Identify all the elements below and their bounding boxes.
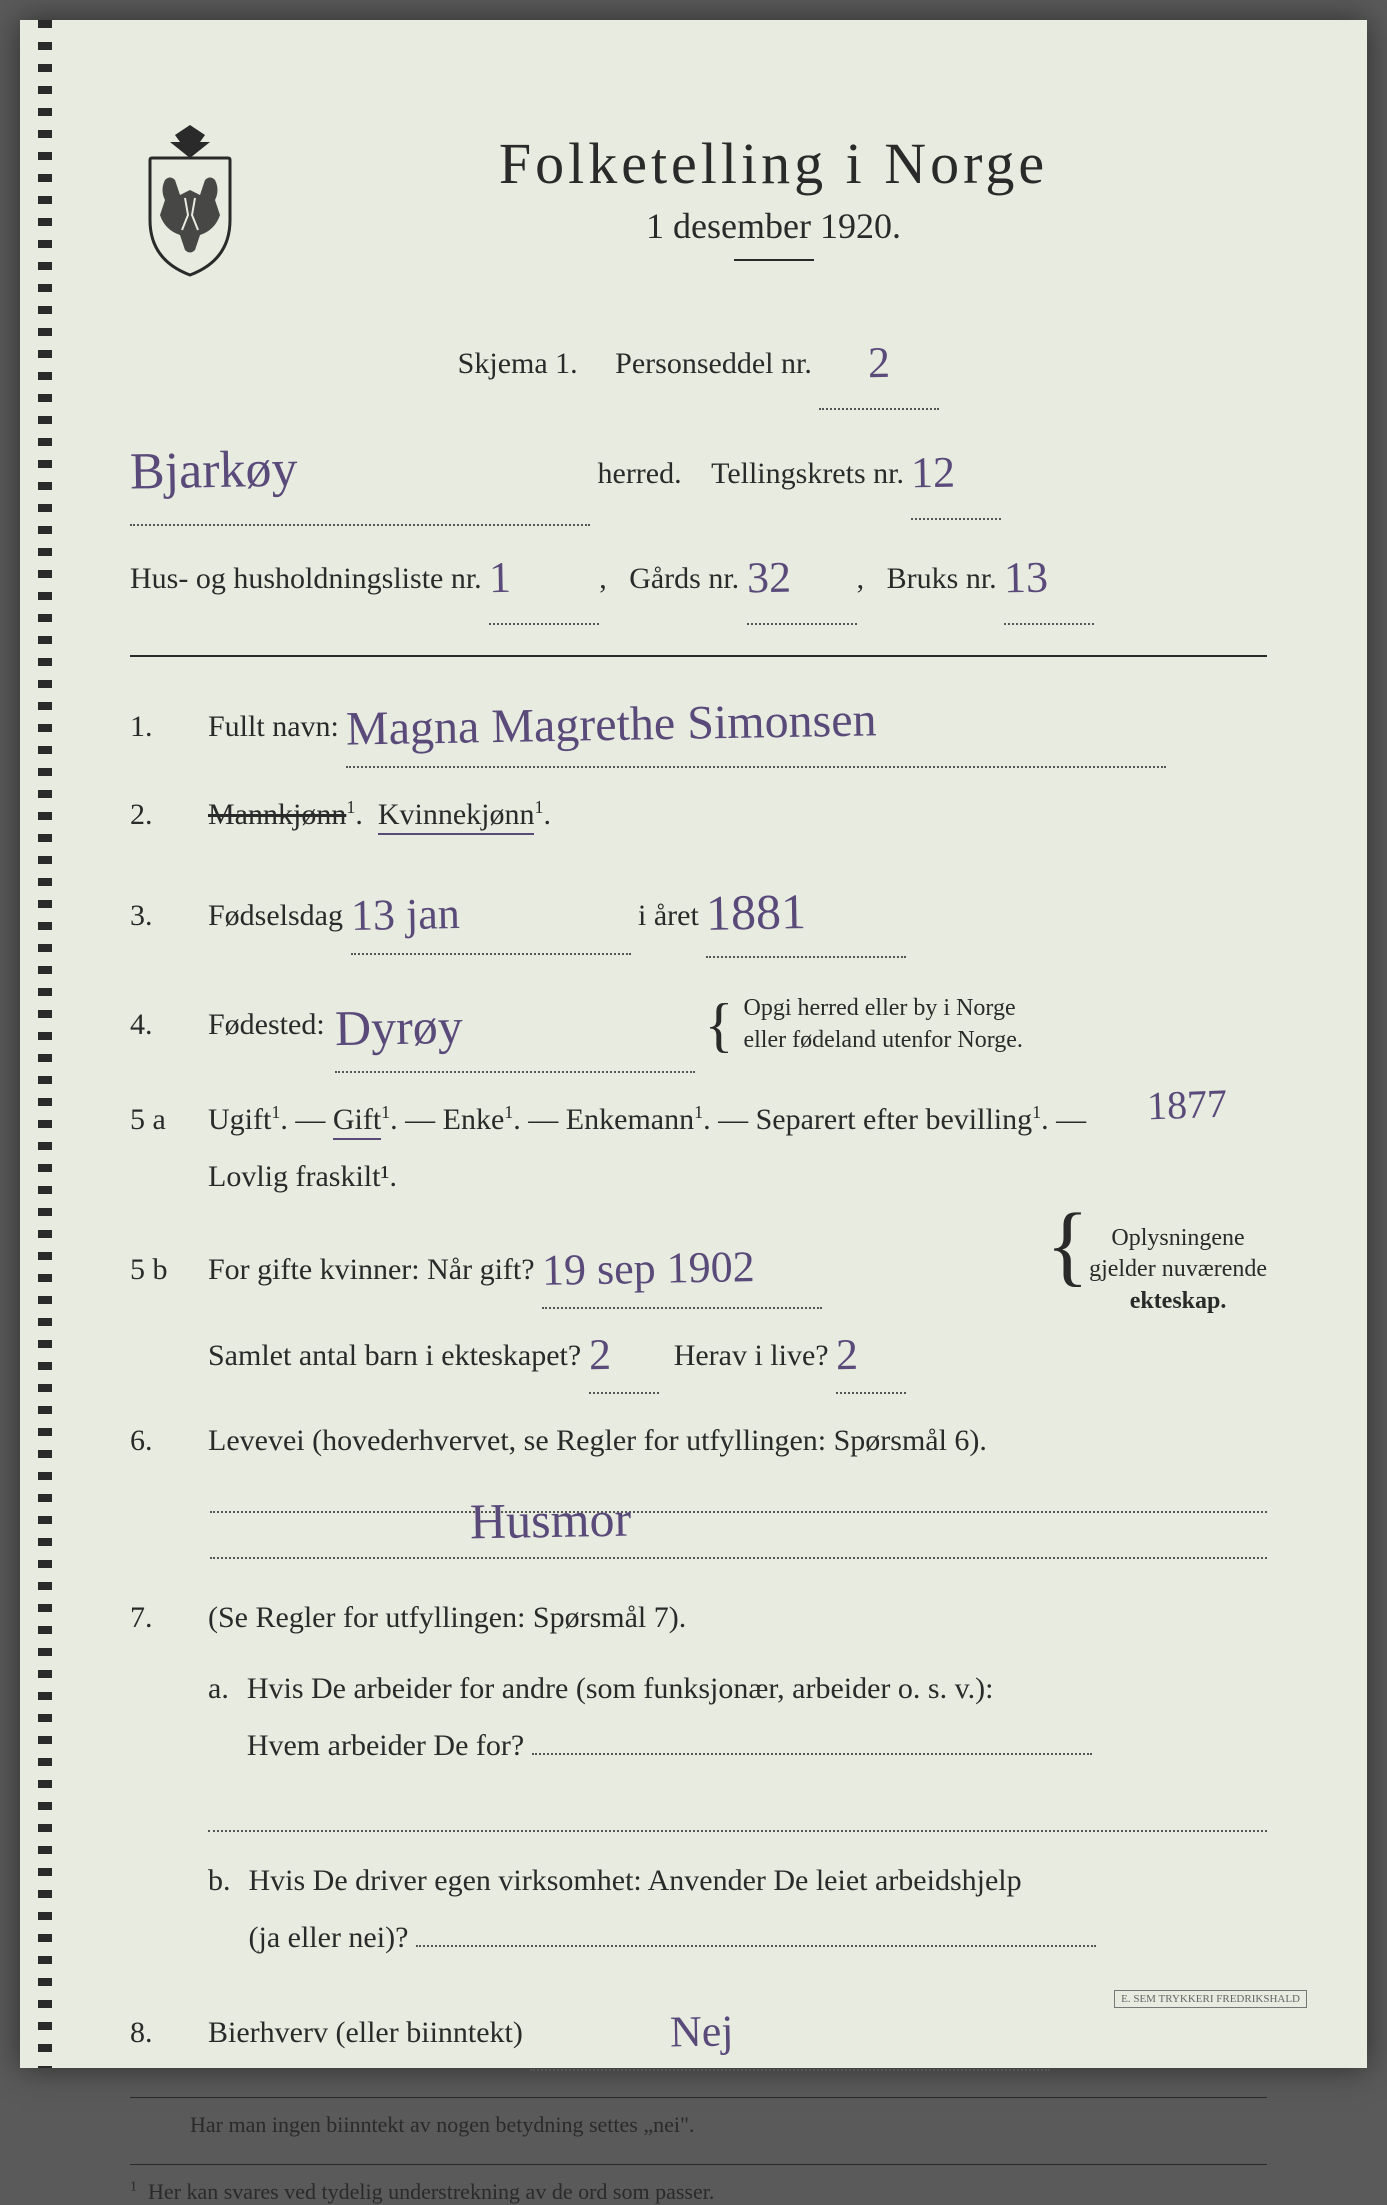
- q5b-label3: Herav i live?: [674, 1339, 829, 1372]
- q1-num: 1.: [130, 710, 190, 744]
- q2-mann: Mannkjønn: [208, 798, 346, 831]
- q1-value: Magna Magrethe Simonsen: [346, 674, 878, 774]
- coat-of-arms-icon: [130, 120, 250, 280]
- q3-label: Fødselsdag: [208, 899, 343, 932]
- q5b-val2: 2: [588, 1313, 611, 1397]
- husliste-label: Hus- og husholdningsliste nr.: [130, 562, 482, 595]
- q3-num: 3.: [130, 899, 190, 933]
- q6-num: 6.: [130, 1424, 190, 1458]
- subtitle: 1 desember 1920.: [280, 205, 1267, 247]
- rule-1: [130, 2097, 1267, 2098]
- q5b: 5 b For gifte kvinner: Når gift? 19 sep …: [130, 1223, 1267, 1394]
- personseddel-label: Personseddel nr.: [615, 347, 812, 380]
- herred-value: Bjarkøy: [129, 412, 299, 529]
- q4: 4. Fødested: Dyrøy { Opgi herred eller b…: [130, 976, 1267, 1073]
- footnote-1: Har man ingen biinntekt av nogen betydni…: [190, 2112, 1267, 2138]
- q4-label: Fødested:: [208, 996, 325, 1053]
- q2: 2. Mannkjønn1. Kvinnekjønn1.: [130, 786, 1267, 843]
- tellingskrets-value: 12: [911, 424, 957, 522]
- title-block: Folketelling i Norge 1 desember 1920.: [280, 120, 1267, 291]
- q4-value: Dyrøy: [334, 979, 463, 1076]
- q5b-label2: Samlet antal barn i ekteskapet?: [208, 1339, 581, 1372]
- q8-label: Bierhverv (eller biinntekt): [208, 2016, 523, 2049]
- q3-year: 1881: [705, 864, 807, 961]
- footnote-2: 1 Her kan svares ved tydelig understrekn…: [130, 2179, 1267, 2205]
- bruks-value: 13: [1003, 530, 1049, 628]
- q6-line1: Husmor: [210, 1487, 1267, 1513]
- q5a-num: 5 a: [130, 1103, 190, 1137]
- herred-line: Bjarkøy herred. Tellingskrets nr. 12: [130, 410, 1267, 526]
- q4-note: Opgi herred eller by i Norge eller fødel…: [743, 993, 1022, 1055]
- q3-mid: i året: [638, 899, 699, 932]
- census-form-page: Folketelling i Norge 1 desember 1920. Sk…: [20, 20, 1367, 2068]
- q4-num: 4.: [130, 1008, 190, 1042]
- q7b-label: b.: [208, 1852, 231, 1966]
- skjema-line: Skjema 1. Personseddel nr. 2: [130, 311, 1267, 410]
- main-title: Folketelling i Norge: [280, 130, 1267, 197]
- husliste-value: 1: [488, 530, 512, 627]
- questions-section: 1. Fullt navn: Magna Magrethe Simonsen 2…: [130, 655, 1267, 2205]
- tellingskrets-label: Tellingskrets nr.: [711, 457, 904, 490]
- q8-value: Nej: [670, 1989, 735, 2074]
- q1-label: Fullt navn:: [208, 710, 339, 743]
- q5b-val1: 19 sep 1902: [541, 1225, 755, 1312]
- q5a-extra-year: 1877: [1146, 1080, 1228, 1130]
- herred-label: herred.: [598, 457, 682, 490]
- brace-icon: {: [705, 1010, 734, 1040]
- personseddel-value: 2: [867, 315, 891, 412]
- q8-num: 8.: [130, 2016, 190, 2050]
- q5b-label1: For gifte kvinner: Når gift?: [208, 1253, 535, 1286]
- rule-2: [130, 2164, 1267, 2165]
- q2-kvinne: Kvinnekjønn: [378, 798, 535, 835]
- q5b-box: Oplysningene gjelder nuværende ekteskap.: [1089, 1223, 1267, 1317]
- q6-label: Levevei (hovederhvervet, se Regler for u…: [208, 1424, 987, 1457]
- skjema-label: Skjema 1.: [458, 347, 578, 380]
- q7a-text: Hvis De arbeider for andre (som funksjon…: [247, 1672, 994, 1705]
- q3-day: 13 jan: [350, 872, 460, 957]
- husliste-line: Hus- og husholdningsliste nr. 1 , Gårds …: [130, 526, 1267, 625]
- q7b-text: Hvis De driver egen virksomhet: Anvender…: [249, 1864, 1022, 1897]
- q3: 3. Fødselsdag 13 jan i året 1881: [130, 861, 1267, 958]
- gards-value: 32: [746, 530, 792, 628]
- q1: 1. Fullt navn: Magna Magrethe Simonsen: [130, 675, 1267, 768]
- q5a-text: Ugift1. — Gift1. — Enke1. — Enkemann1. —…: [208, 1103, 1086, 1136]
- q6-line2: [210, 1533, 1267, 1559]
- q7a-label: a.: [208, 1660, 229, 1774]
- q5b-val3: 2: [835, 1313, 858, 1397]
- q5a: 5 a Ugift1. — Gift1. — Enke1. — Enkemann…: [130, 1091, 1267, 1205]
- q8: 8. Bierhverv (eller biinntekt) Nej: [130, 1986, 1267, 2072]
- q7: 7. (Se Regler for utfyllingen: Spørsmål …: [130, 1589, 1267, 1966]
- q2-num: 2.: [130, 798, 190, 832]
- q7a-q: Hvem arbeider De for?: [247, 1729, 524, 1762]
- printer-mark: E. SEM TRYKKERI FREDRIKSHALD: [1114, 1990, 1307, 2008]
- gards-label: Gårds nr.: [629, 562, 739, 595]
- q7b-q: (ja eller nei)?: [249, 1921, 409, 1954]
- q7-label: (Se Regler for utfyllingen: Spørsmål 7).: [208, 1601, 686, 1634]
- q7-num: 7.: [130, 1601, 190, 1635]
- q5b-num: 5 b: [130, 1253, 190, 1287]
- q5a-text2: Lovlig fraskilt¹.: [208, 1160, 397, 1193]
- bruks-label: Bruks nr.: [887, 562, 997, 595]
- header: Folketelling i Norge 1 desember 1920.: [130, 120, 1267, 291]
- brace-icon-2: {: [1046, 1223, 1089, 1268]
- q6: 6. Levevei (hovederhvervet, se Regler fo…: [130, 1412, 1267, 1469]
- divider: [734, 259, 814, 261]
